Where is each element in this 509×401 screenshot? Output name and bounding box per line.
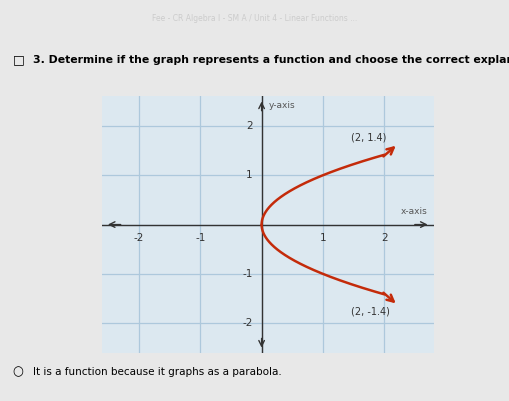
Text: 3. Determine if the graph represents a function and choose the correct explanati: 3. Determine if the graph represents a f… — [33, 55, 509, 65]
Text: □: □ — [13, 53, 24, 66]
Text: 2: 2 — [245, 121, 252, 131]
Text: -1: -1 — [194, 233, 205, 243]
Text: It is a function because it graphs as a parabola.: It is a function because it graphs as a … — [33, 367, 281, 377]
Text: x-axis: x-axis — [400, 207, 427, 216]
Text: 1: 1 — [319, 233, 326, 243]
Text: Fee - CR Algebra I - SM A / Unit 4 - Linear Functions ...: Fee - CR Algebra I - SM A / Unit 4 - Lin… — [152, 14, 357, 23]
Text: y-axis: y-axis — [268, 101, 295, 110]
Text: 1: 1 — [245, 170, 252, 180]
Text: ○: ○ — [13, 366, 23, 379]
Text: (2, 1.4): (2, 1.4) — [350, 132, 385, 142]
Text: (2, -1.4): (2, -1.4) — [350, 307, 389, 317]
Text: -2: -2 — [133, 233, 144, 243]
Text: -1: -1 — [242, 269, 252, 279]
Text: 2: 2 — [380, 233, 387, 243]
Text: -2: -2 — [242, 318, 252, 328]
